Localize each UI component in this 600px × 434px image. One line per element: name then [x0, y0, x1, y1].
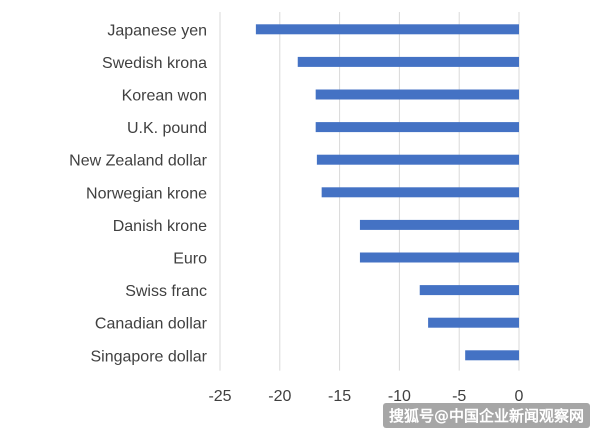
category-labels: Japanese yen Swedish krona Korean won U.K. … [69, 22, 208, 365]
category-label: Danish krone [113, 218, 207, 235]
x-tick-label: 0 [515, 388, 524, 405]
x-tick-label: -20 [268, 388, 291, 405]
bar [465, 350, 519, 361]
x-tick-label: -10 [388, 388, 411, 405]
bar [297, 56, 519, 67]
category-label: Swedish krona [102, 55, 207, 72]
category-label: Swiss franc [125, 283, 207, 300]
bar [359, 252, 519, 263]
category-label: Singapore dollar [90, 348, 207, 365]
watermark: 搜狐号@中国企业新闻观察网 [382, 403, 590, 428]
category-label: Norwegian krone [86, 185, 207, 202]
bar [419, 285, 519, 296]
category-label: New Zealand dollar [69, 153, 208, 170]
bar [315, 122, 519, 133]
bar [255, 24, 519, 35]
category-label: Canadian dollar [95, 316, 208, 333]
category-label: Euro [173, 251, 207, 268]
x-tick-label: -15 [328, 388, 351, 405]
category-label: Japanese yen [107, 22, 207, 39]
category-label: U.K. pound [127, 120, 207, 137]
category-label: Korean won [122, 88, 207, 105]
bar [316, 154, 519, 165]
x-tick-labels: -25 -20 -15 -10 -5 0 [208, 388, 523, 405]
bar [321, 187, 519, 198]
x-tick-label: -25 [208, 388, 231, 405]
bars [255, 24, 519, 361]
bar [428, 317, 519, 328]
bar [359, 219, 519, 230]
bar [315, 89, 519, 100]
x-tick-label: -5 [452, 388, 466, 405]
